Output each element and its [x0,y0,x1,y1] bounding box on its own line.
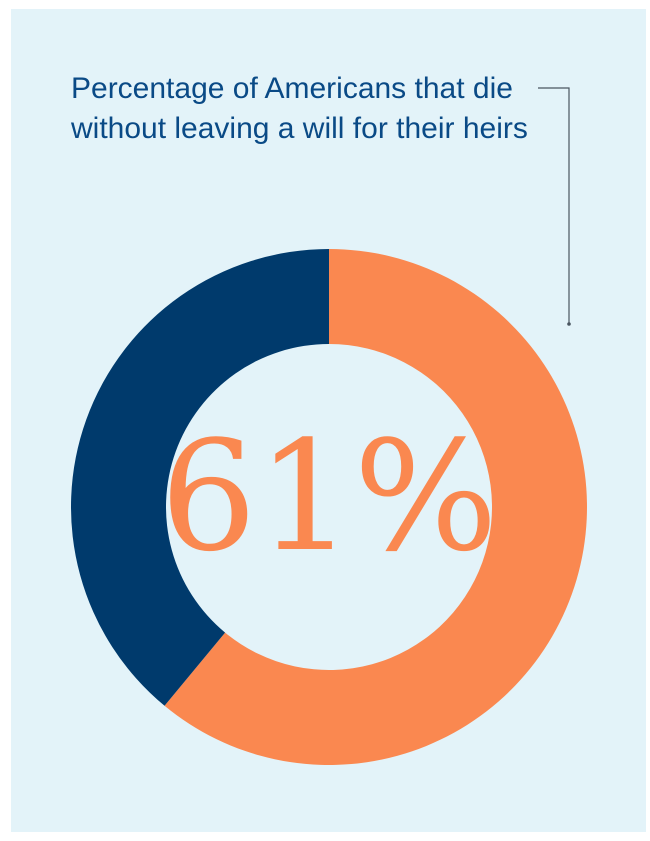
donut-slice-remainder [71,248,329,706]
chart-title: Percentage of Americans that die without… [71,72,528,145]
center-value-label: 61% [160,408,498,585]
chart-card: Percentage of Americans that die without… [11,9,646,832]
leader-line [538,87,571,326]
donut-chart: 61% [71,248,588,765]
donut-slice-highlight [164,249,588,765]
